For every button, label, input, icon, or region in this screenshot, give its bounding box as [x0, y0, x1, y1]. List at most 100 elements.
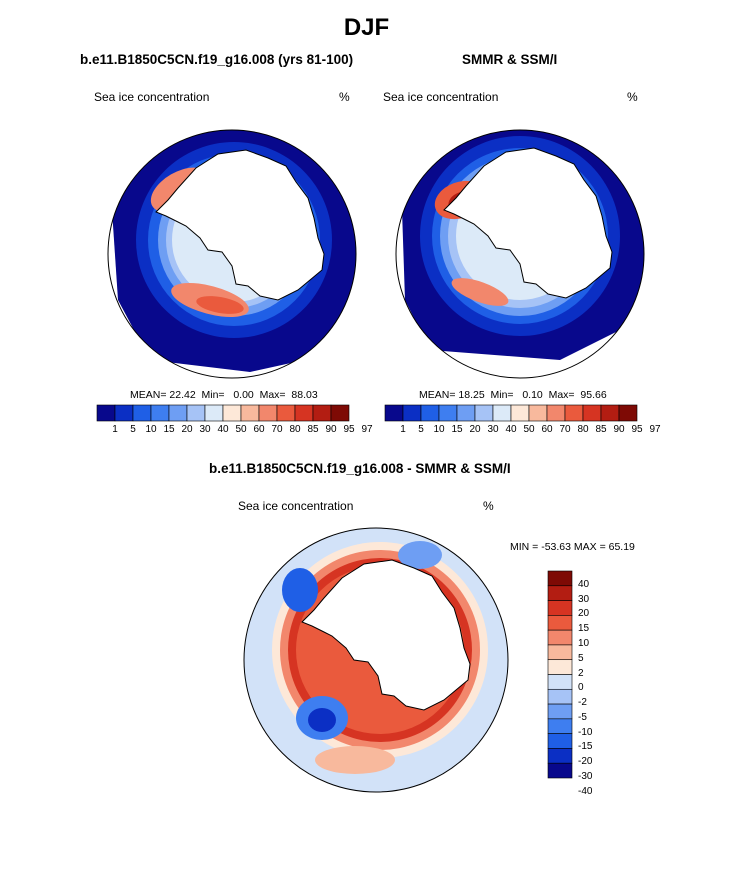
- panel3-colorbar-swatch: [547, 688, 573, 705]
- panel2-max: 95.66: [580, 389, 607, 401]
- panel3-colorbar-swatch: [547, 733, 573, 749]
- panel1-colorbar-swatch: [132, 404, 152, 422]
- colorbar-tick-label: 85: [595, 424, 607, 435]
- panel3-colorbar-swatch: [547, 644, 573, 661]
- colorbar-tick-label: 1: [112, 424, 118, 435]
- panel2-colorbar-swatch: [582, 404, 602, 422]
- panel3-pos-south: [315, 746, 395, 774]
- colorbar-tick-label: 30: [578, 593, 590, 605]
- panel1-colorbar-swatch: [294, 404, 314, 422]
- panel3-neg-east: [398, 541, 442, 569]
- panel2-colorbar-swatch: [618, 404, 638, 422]
- panel3-colorbar-swatch: [547, 629, 573, 646]
- panel3-units-label: %: [483, 499, 494, 513]
- panel2-map: [396, 130, 644, 378]
- panel1-stats: MEAN= 22.42 Min= 0.00 Max= 88.03: [130, 389, 318, 401]
- colorbar-tick-label: 10: [578, 637, 590, 649]
- panel3-map-border: [243, 527, 509, 793]
- panel1-colorbar-swatch: [276, 404, 296, 422]
- panel1-colorbar-swatch: [258, 404, 278, 422]
- panel1-colorbar-swatch: [96, 404, 116, 422]
- panel2-colorbar-swatch: [438, 404, 458, 422]
- colorbar-tick-label: 10: [145, 424, 157, 435]
- panel2-colorbar-swatch: [546, 404, 566, 422]
- colorbar-tick-label: 20: [469, 424, 481, 435]
- panel2-colorbar-swatch: [528, 404, 548, 422]
- panel1-continent: [155, 149, 325, 301]
- panel2-title: SMMR & SSM/I: [462, 52, 558, 67]
- panel3-colorbar-swatch: [547, 674, 573, 690]
- panel1-variable-label: Sea ice concentration: [94, 90, 210, 104]
- colorbar-tick-label: 2: [578, 667, 584, 679]
- panel1-colorbar-swatch: [168, 404, 188, 422]
- panel2-colorbar-swatch: [510, 404, 530, 422]
- panel3-colorbar-swatch: [547, 703, 573, 720]
- panel3-colorbar-swatch: [547, 600, 573, 616]
- colorbar-tick-label: 30: [487, 424, 499, 435]
- colorbar-tick-label: -10: [578, 726, 593, 738]
- panel1-colorbar-swatch: [222, 404, 242, 422]
- colorbar-tick-label: 85: [307, 424, 319, 435]
- colorbar-tick-label: 40: [505, 424, 517, 435]
- panel3-colorbar-swatch: [547, 570, 573, 587]
- colorbar-tick-label: 5: [418, 424, 424, 435]
- panel3-colorbar-swatch: [547, 615, 573, 631]
- panel3-colorbar-swatch: [547, 585, 573, 601]
- colorbar-tick-label: 95: [631, 424, 643, 435]
- colorbar-tick-label: 15: [578, 623, 590, 635]
- panel2-variable-label: Sea ice concentration: [383, 90, 499, 104]
- panel2-min: 0.10: [522, 389, 543, 401]
- panel1-mean: 22.42: [169, 389, 196, 401]
- colorbar-tick-label: -30: [578, 771, 593, 782]
- colorbar-tick-label: 30: [199, 424, 211, 435]
- panel3-neg-weddell: [282, 568, 318, 612]
- panel2-mean: 18.25: [458, 389, 485, 401]
- panel1-map: [108, 130, 356, 378]
- panel2-ross-high: [451, 278, 509, 306]
- panel2-colorbar-swatch: [564, 404, 584, 422]
- colorbar-tick-label: 40: [578, 578, 590, 590]
- colorbar-tick-label: -40: [578, 785, 593, 797]
- colorbar-tick-label: 20: [578, 608, 590, 620]
- colorbar-tick-label: 70: [271, 424, 283, 435]
- colorbar-tick-label: 40: [217, 424, 229, 435]
- panel1-title: b.e11.B1850C5CN.f19_g16.008 (yrs 81-100): [80, 52, 354, 67]
- panel1-units-label: %: [339, 90, 350, 104]
- colorbar-tick-label: -15: [578, 741, 593, 753]
- colorbar-tick-label: 10: [433, 424, 445, 435]
- colorbar-tick-label: 80: [289, 424, 301, 435]
- colorbar-tick-label: 60: [253, 424, 265, 435]
- colorbar-tick-label: -5: [578, 711, 587, 723]
- panel3-minmax: MIN = -53.63 MAX = 65.19: [510, 541, 635, 553]
- colorbar-tick-label: 1: [400, 424, 406, 435]
- colorbar-tick-label: 90: [613, 424, 625, 435]
- panel3-colorbar-swatch: [547, 718, 573, 734]
- panel3-map: [244, 528, 508, 792]
- panel1-ross-core: [196, 296, 244, 314]
- panel2-colorbar-swatch: [384, 404, 404, 422]
- page-title: DJF: [343, 14, 390, 41]
- panel2-stats: MEAN= 18.25 Min= 0.10 Max= 95.66: [419, 389, 607, 401]
- panel1-colorbar-swatch: [114, 404, 134, 422]
- colorbar-tick-label: 95: [343, 424, 355, 435]
- panel2-colorbar-swatch: [456, 404, 476, 422]
- colorbars: [96, 404, 638, 779]
- colorbar-tick-label: 90: [325, 424, 337, 435]
- panel1-colorbar-swatch: [312, 404, 332, 422]
- panel1-colorbar-swatch: [204, 404, 224, 422]
- panel3-continent: [301, 559, 471, 711]
- panel2-colorbar-swatch: [600, 404, 620, 422]
- panel3-variable-label: Sea ice concentration: [238, 499, 354, 513]
- panel2-colorbar-swatch: [474, 404, 494, 422]
- panel3-colorbar-swatch: [547, 748, 573, 764]
- colorbar-tick-label: 5: [578, 652, 584, 664]
- colorbar-tick-label: 60: [541, 424, 553, 435]
- colorbar-tick-label: 0: [578, 682, 584, 694]
- colorbar-tick-label: -2: [578, 697, 587, 709]
- panel1-map-border: [107, 129, 357, 379]
- colorbar-tick-label: 50: [523, 424, 535, 435]
- panel1-colorbar-swatch: [240, 404, 260, 422]
- panel2-continent: [443, 147, 613, 299]
- colorbar-tick-label: 97: [361, 424, 373, 435]
